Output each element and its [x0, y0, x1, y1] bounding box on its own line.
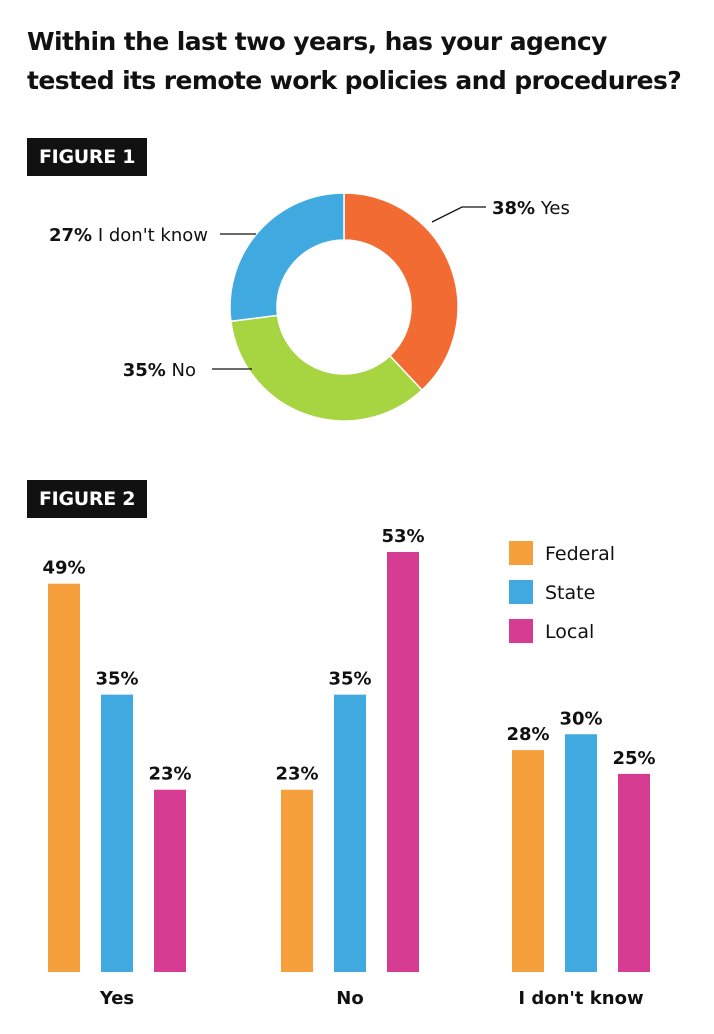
callout-text: No — [166, 360, 196, 381]
bar-label-no-local: 53% — [381, 526, 424, 547]
figure-1-label: FIGURE 1 — [27, 138, 148, 176]
title-line-2: tested its remote work policies and proc… — [27, 66, 682, 95]
chart-title: Within the last two years, has your agen… — [27, 22, 707, 100]
bar-label-yes-federal: 49% — [42, 558, 85, 579]
bar-label-i-don-t-know-state: 30% — [559, 708, 602, 729]
donut-slice-i-don-t-know — [229, 192, 345, 323]
donut-slice-yes — [343, 192, 459, 392]
callout-text: I don't know — [92, 225, 208, 246]
bar-label-i-don-t-know-federal: 28% — [506, 724, 549, 745]
callout-text: Yes — [535, 198, 570, 219]
bar-label-no-federal: 23% — [275, 764, 318, 785]
callout-percent: 38% — [492, 198, 535, 219]
callout-label-i-don-t-know: 27% I don't know — [49, 225, 208, 246]
figure-2-label: FIGURE 2 — [27, 480, 148, 518]
legend-label-local: Local — [545, 621, 594, 643]
bar-yes-local — [154, 789, 186, 972]
donut-slice-no — [230, 314, 424, 422]
bar-no-federal — [281, 789, 313, 972]
category-label-i-don-t-know: I don't know — [518, 988, 643, 1009]
bar-no-local — [387, 552, 419, 972]
category-label-yes: Yes — [99, 988, 134, 1009]
callout-line-yes — [431, 206, 486, 223]
bar-yes-federal — [48, 583, 80, 972]
callout-percent: 35% — [123, 360, 166, 381]
bar-no-state — [334, 694, 366, 972]
title-line-1: Within the last two years, has your agen… — [27, 27, 607, 56]
bar-yes-state — [101, 694, 133, 972]
bar-label-no-state: 35% — [328, 669, 371, 690]
bar-label-i-don-t-know-local: 25% — [612, 748, 655, 769]
legend-swatch-local — [509, 619, 533, 643]
callout-label-yes: 38% Yes — [492, 198, 570, 219]
bar-i-don-t-know-state — [565, 734, 597, 972]
legend-label-federal: Federal — [545, 543, 615, 565]
legend-swatch-state — [509, 580, 533, 604]
legend-swatch-federal — [509, 541, 533, 565]
category-label-no: No — [336, 988, 363, 1009]
callout-percent: 27% — [49, 225, 92, 246]
bar-label-yes-state: 35% — [95, 669, 138, 690]
callout-label-no: 35% No — [123, 360, 196, 381]
bar-i-don-t-know-federal — [512, 750, 544, 972]
legend-label-state: State — [545, 582, 595, 604]
bar-label-yes-local: 23% — [148, 764, 191, 785]
bar-i-don-t-know-local — [618, 773, 650, 972]
